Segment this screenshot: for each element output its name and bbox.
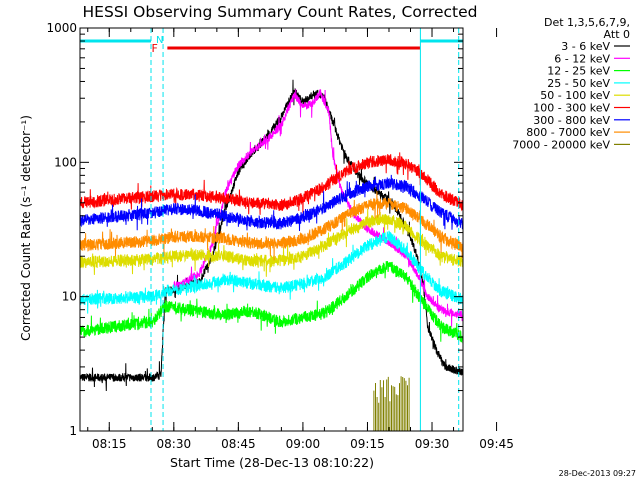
y-tick-label: 1000	[46, 21, 77, 35]
series-7000-20000-kev	[373, 376, 410, 431]
series-12-25-kev	[80, 261, 463, 344]
series-50-100-kev	[80, 208, 463, 277]
axes: 1 10 100 1000 08:15 08:30 08:45 09:00 09:15 09:30…	[46, 21, 513, 451]
y-tick-label: 10	[62, 290, 77, 304]
x-tick-label: 09:45	[479, 437, 514, 451]
x-tick-label: 08:45	[221, 437, 256, 451]
series-25-50-kev	[80, 230, 463, 316]
series-800-7000-kev	[80, 191, 463, 261]
plot-frame	[79, 27, 464, 432]
legend-header-line2: Att 0	[604, 28, 630, 41]
x-tick-label: 09:15	[350, 437, 385, 451]
plot-area: NF	[80, 28, 463, 431]
night-label: N	[156, 35, 163, 46]
chart-title: HESSI Observing Summary Count Rates, Cor…	[83, 3, 478, 21]
legend-label-50-100-kev: 50 - 100 keV	[540, 89, 610, 102]
series-6-12-kev	[173, 89, 463, 327]
legend-label-300-800-kev: 300 - 800 keV	[533, 114, 610, 127]
legend-label-800-7000-kev: 800 - 7000 keV	[526, 126, 610, 139]
series-3-6-kev	[80, 79, 463, 392]
y-axis-label: Corrected Count Rate (s⁻¹ detector⁻¹)	[19, 115, 33, 341]
x-tick-label: 08:30	[157, 437, 192, 451]
legend-label-25-50-kev: 25 - 50 keV	[547, 77, 610, 90]
legend-label-6-12-kev: 6 - 12 keV	[554, 52, 610, 65]
series-100-300-kev	[80, 152, 463, 215]
series-300-800-kev	[80, 174, 463, 232]
flare-label: F	[152, 42, 158, 55]
x-tick-label: 09:00	[286, 437, 321, 451]
legend-label-7000-20000-kev: 7000 - 20000 keV	[512, 138, 610, 151]
footer-timestamp: 28-Dec-2013 09:27	[559, 469, 636, 478]
legend-header-line1: Det 1,3,5,6,7,9,	[544, 16, 630, 29]
y-tick-label: 100	[54, 155, 77, 169]
y-tick-label: 1	[69, 424, 77, 438]
legend-label-12-25-kev: 12 - 25 keV	[547, 65, 610, 78]
legend-label-3-6-kev: 3 - 6 keV	[561, 40, 610, 53]
x-axis-label: Start Time (28-Dec-13 08:10:22)	[170, 455, 374, 470]
legend-label-100-300-kev: 100 - 300 keV	[533, 102, 610, 115]
plot-clip-group	[80, 28, 463, 431]
x-tick-label: 08:15	[92, 437, 127, 451]
x-tick-label: 09:30	[415, 437, 450, 451]
